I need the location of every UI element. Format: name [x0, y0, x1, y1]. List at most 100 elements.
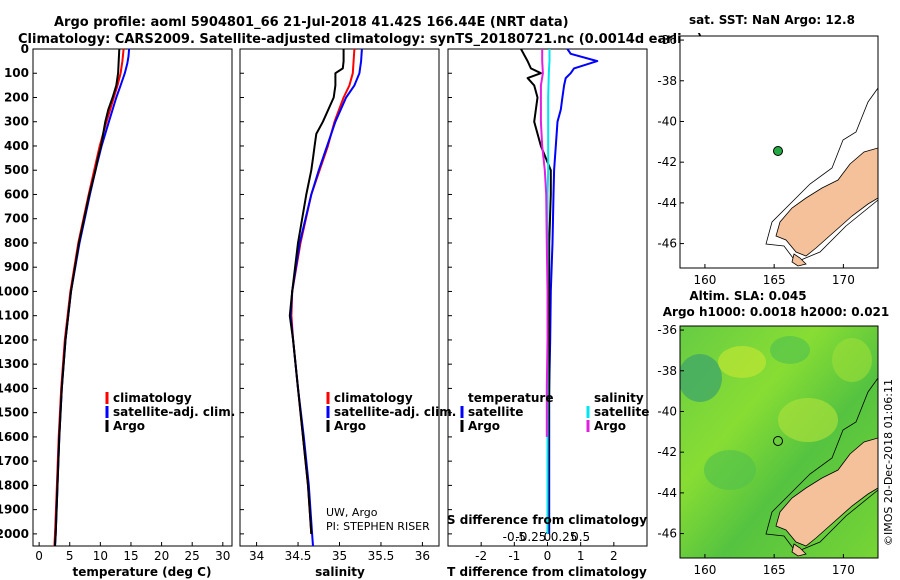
- temperature-plot-frame: [32, 48, 233, 547]
- depth-axis: 0 100 200 300 400 500 600 700 800 900 1000 1100 1200…: [0, 42, 452, 541]
- legend-temp-argo-label: Argo: [468, 419, 500, 433]
- depth-tick-label: 400: [4, 139, 29, 153]
- depth-tick-label: 1900: [0, 503, 29, 517]
- series-line-argo: [54, 48, 121, 547]
- t-difference-tick-label: 0: [544, 549, 552, 563]
- temperature-tick-label: 10: [93, 549, 108, 563]
- salinity-tick-label: 34.5: [285, 549, 312, 563]
- salinity-note-line1: UW, Argo: [326, 506, 378, 519]
- sst-map-island: [791, 253, 807, 267]
- figure-title-line2: Climatology: CARS2009. Satellite-adjuste…: [18, 32, 703, 47]
- s-difference-axis-label: S difference from climatology: [447, 513, 647, 527]
- salinity-tick-label: 35: [332, 549, 347, 563]
- depth-tick-label: 1600: [0, 430, 29, 444]
- series-line-satellite-adj-clim: [54, 48, 131, 547]
- sst-map-title: sat. SST: NaN Argo: 12.8: [689, 13, 855, 27]
- sst-float-marker: [773, 146, 783, 156]
- sla-map-frame: [679, 325, 879, 559]
- map-lat-tick-label: -44: [657, 196, 677, 210]
- sla-map-depth-contour: [765, 377, 878, 553]
- legend-satellite-label: satellite-adj. clim.: [113, 405, 235, 419]
- salinity-note-line2: PI: STEPHEN RISER: [326, 520, 430, 533]
- series-line-temperature-argo: [520, 48, 552, 534]
- sla-map-title1: Altim. SLA: 0.045: [689, 289, 806, 303]
- map-lat-tick-label: -38: [657, 74, 677, 88]
- depth-tick-label: 600: [4, 187, 29, 201]
- sst-map-depth-contour: [765, 87, 878, 263]
- map-lon-tick-label: 170: [832, 273, 855, 287]
- legend-climatology-label: climatology: [334, 391, 413, 405]
- s-difference-tick-label: -0.25: [515, 530, 546, 544]
- depth-tick-label: 1500: [0, 406, 29, 420]
- temperature-tick-label: 5: [66, 549, 74, 563]
- difference-legend: temperature salinity satellite Argo sate…: [460, 391, 649, 433]
- temperature-tick-label: 30: [215, 549, 230, 563]
- depth-tick-label: 1100: [0, 309, 29, 323]
- map-lat-tick-label: -38: [657, 364, 677, 378]
- salinity-tick-label: 34: [249, 549, 264, 563]
- difference-plot: -2 -1 0 1 2-0.5-0.250 0.250.5: [475, 48, 618, 563]
- depth-tick-label: 100: [4, 66, 29, 80]
- legend-salinity-heading: salinity: [594, 391, 644, 405]
- map-lat-tick-label: -46: [657, 237, 677, 251]
- salinity-tick-label: 36: [415, 549, 430, 563]
- temperature-legend: climatology satellite-adj. clim. Argo: [105, 391, 235, 433]
- sla-anomaly-blob: [770, 336, 810, 364]
- s-difference-tick-label: 0: [544, 530, 552, 544]
- depth-tick-label: 1400: [0, 381, 29, 395]
- legend-sal-argo-label: Argo: [594, 419, 626, 433]
- figure-title-line1: Argo profile: aoml 5904801_66 21-Jul-201…: [54, 15, 569, 30]
- temperature-tick-label: 20: [154, 549, 169, 563]
- s-difference-tick-label: -0.5: [503, 530, 526, 544]
- map-lat-tick-label: -46: [657, 527, 677, 541]
- series-line-argo: [288, 49, 345, 534]
- map-lat-tick-label: -36: [657, 323, 677, 337]
- salinity-plot-frame: [239, 48, 440, 547]
- t-difference-axis-label: T difference from climatology: [447, 565, 647, 579]
- legend-climatology-label: climatology: [113, 391, 192, 405]
- depth-tick-label: 500: [4, 163, 29, 177]
- temperature-tick-label: 0: [35, 549, 43, 563]
- sla-anomaly-blob: [704, 450, 756, 490]
- map-lon-tick-label: 170: [832, 563, 855, 577]
- s-difference-tick-label: 0.25: [551, 530, 578, 544]
- temperature-tick-label: 15: [123, 549, 138, 563]
- legend-temp-satellite-label: satellite: [468, 405, 523, 419]
- sla-anomaly-blob: [718, 346, 766, 378]
- salinity-axis-label: salinity: [315, 565, 365, 579]
- depth-tick-label: 1300: [0, 357, 29, 371]
- series-line-satellite-adj-clim: [289, 48, 363, 547]
- legend-temperature-heading: temperature: [468, 391, 553, 405]
- map-lon-tick-label: 165: [763, 273, 786, 287]
- map-lat-tick-label: -42: [657, 155, 677, 169]
- sla-anomaly-blob: [778, 398, 838, 442]
- sst-map: 160 165 170 -36 -38 -40 -42 -44 -46: [657, 33, 879, 287]
- depth-tick-label: 2000: [0, 527, 29, 541]
- map-lat-tick-label: -40: [657, 114, 677, 128]
- depth-tick-label: 700: [4, 212, 29, 226]
- temperature-tick-label: 25: [185, 549, 200, 563]
- t-difference-tick-label: -2: [475, 549, 487, 563]
- s-difference-tick-label: 0.5: [571, 530, 590, 544]
- t-difference-tick-label: 1: [577, 549, 585, 563]
- depth-tick-label: 1800: [0, 478, 29, 492]
- map-lat-tick-label: -40: [657, 404, 677, 418]
- map-lon-tick-label: 165: [763, 563, 786, 577]
- sla-float-marker: [773, 436, 783, 446]
- legend-argo-label: Argo: [334, 419, 366, 433]
- depth-tick-label: 800: [4, 236, 29, 250]
- sla-map-title2: Argo h1000: 0.0018 h2000: 0.021: [663, 305, 890, 319]
- map-lat-tick-label: -44: [657, 486, 677, 500]
- sla-anomaly-blob: [832, 338, 872, 382]
- t-difference-tick-label: -1: [508, 549, 520, 563]
- series-line-salinity-argo: [539, 49, 549, 437]
- depth-tick-label: 1000: [0, 284, 29, 298]
- series-line-climatology: [53, 48, 125, 547]
- salinity-plot: 34 34.5 35 35.5 36: [249, 48, 430, 563]
- temperature-axis-label: temperature (deg C): [73, 565, 212, 579]
- map-lon-tick-label: 160: [693, 273, 716, 287]
- map-lon-tick-label: 160: [693, 563, 716, 577]
- salinity-legend: climatology satellite-adj. clim. Argo: [326, 391, 456, 433]
- sla-map-axes: 160 165 170 -36 -38 -40 -42 -44 -46: [657, 323, 854, 577]
- t-difference-tick-label: 2: [610, 549, 618, 563]
